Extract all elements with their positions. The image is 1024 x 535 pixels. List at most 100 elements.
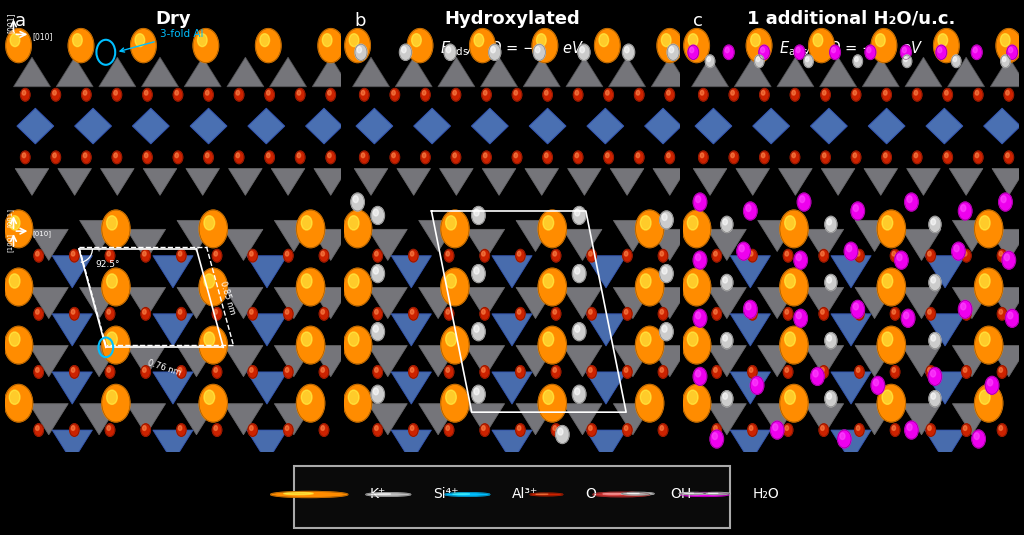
Circle shape — [204, 88, 213, 101]
Text: 0.85 nm: 0.85 nm — [218, 280, 237, 316]
Circle shape — [961, 303, 966, 310]
Circle shape — [452, 151, 461, 164]
Circle shape — [514, 153, 517, 158]
Circle shape — [865, 45, 876, 59]
Circle shape — [214, 368, 217, 372]
Polygon shape — [75, 108, 112, 144]
Circle shape — [472, 207, 485, 224]
Circle shape — [951, 242, 966, 260]
Circle shape — [997, 424, 1007, 437]
Circle shape — [683, 326, 711, 364]
Circle shape — [105, 424, 115, 437]
Polygon shape — [247, 430, 287, 462]
Polygon shape — [563, 404, 602, 435]
Circle shape — [792, 153, 796, 158]
Circle shape — [926, 366, 936, 378]
Circle shape — [853, 90, 856, 95]
Circle shape — [409, 366, 418, 378]
Polygon shape — [516, 220, 555, 251]
Polygon shape — [15, 169, 49, 195]
Polygon shape — [734, 57, 771, 87]
Circle shape — [36, 309, 39, 314]
Circle shape — [819, 366, 828, 378]
Text: c: c — [693, 12, 703, 30]
Circle shape — [892, 309, 896, 314]
Circle shape — [687, 216, 698, 230]
Circle shape — [979, 216, 990, 230]
Circle shape — [905, 193, 919, 211]
Circle shape — [530, 493, 562, 496]
Circle shape — [349, 34, 358, 47]
Circle shape — [853, 153, 856, 158]
Polygon shape — [830, 256, 871, 288]
Circle shape — [580, 47, 585, 53]
Circle shape — [707, 57, 711, 62]
Circle shape — [543, 216, 554, 230]
Polygon shape — [100, 169, 134, 195]
Circle shape — [572, 265, 586, 282]
Circle shape — [106, 309, 111, 314]
Polygon shape — [830, 372, 871, 404]
Circle shape — [20, 151, 30, 164]
Polygon shape — [905, 57, 942, 87]
Circle shape — [204, 216, 215, 230]
Circle shape — [392, 90, 395, 95]
Polygon shape — [352, 57, 389, 87]
Circle shape — [343, 385, 372, 422]
Circle shape — [572, 385, 586, 403]
Circle shape — [750, 251, 753, 256]
Circle shape — [539, 268, 566, 306]
Circle shape — [750, 309, 753, 314]
Polygon shape — [855, 287, 894, 318]
Circle shape — [52, 90, 56, 95]
Circle shape — [472, 323, 485, 341]
Polygon shape — [610, 169, 644, 195]
Circle shape — [693, 368, 707, 385]
Polygon shape — [810, 108, 847, 144]
Circle shape — [178, 309, 182, 314]
Polygon shape — [471, 108, 508, 144]
Circle shape — [175, 153, 178, 158]
Circle shape — [902, 55, 911, 67]
Circle shape — [785, 426, 788, 431]
Circle shape — [855, 249, 864, 262]
Circle shape — [284, 424, 293, 437]
Circle shape — [446, 251, 450, 256]
Circle shape — [265, 151, 274, 164]
Circle shape — [770, 421, 784, 439]
Circle shape — [856, 426, 860, 431]
Polygon shape — [227, 57, 264, 87]
Circle shape — [964, 426, 967, 431]
Circle shape — [178, 426, 182, 431]
Polygon shape — [613, 287, 652, 318]
Polygon shape — [132, 108, 169, 144]
Circle shape — [745, 303, 751, 310]
Polygon shape — [274, 220, 313, 251]
Circle shape — [690, 47, 694, 53]
Circle shape — [177, 308, 186, 320]
Circle shape — [250, 309, 253, 314]
Circle shape — [1000, 55, 1010, 67]
Circle shape — [234, 88, 244, 101]
Polygon shape — [224, 230, 263, 261]
Circle shape — [972, 430, 985, 448]
Circle shape — [806, 57, 809, 62]
Circle shape — [731, 153, 734, 158]
Polygon shape — [269, 57, 306, 87]
Circle shape — [51, 88, 60, 101]
Circle shape — [853, 303, 858, 310]
Text: K⁺: K⁺ — [370, 487, 386, 501]
Circle shape — [194, 28, 218, 63]
Circle shape — [589, 251, 592, 256]
Circle shape — [784, 274, 796, 288]
Circle shape — [737, 242, 751, 260]
Polygon shape — [52, 314, 92, 346]
Circle shape — [1005, 254, 1010, 261]
Circle shape — [907, 424, 912, 431]
Polygon shape — [224, 346, 263, 377]
Circle shape — [667, 153, 671, 158]
Circle shape — [750, 426, 753, 431]
Circle shape — [659, 323, 673, 341]
Circle shape — [907, 196, 912, 203]
Text: Hydroxylated: Hydroxylated — [444, 10, 580, 28]
